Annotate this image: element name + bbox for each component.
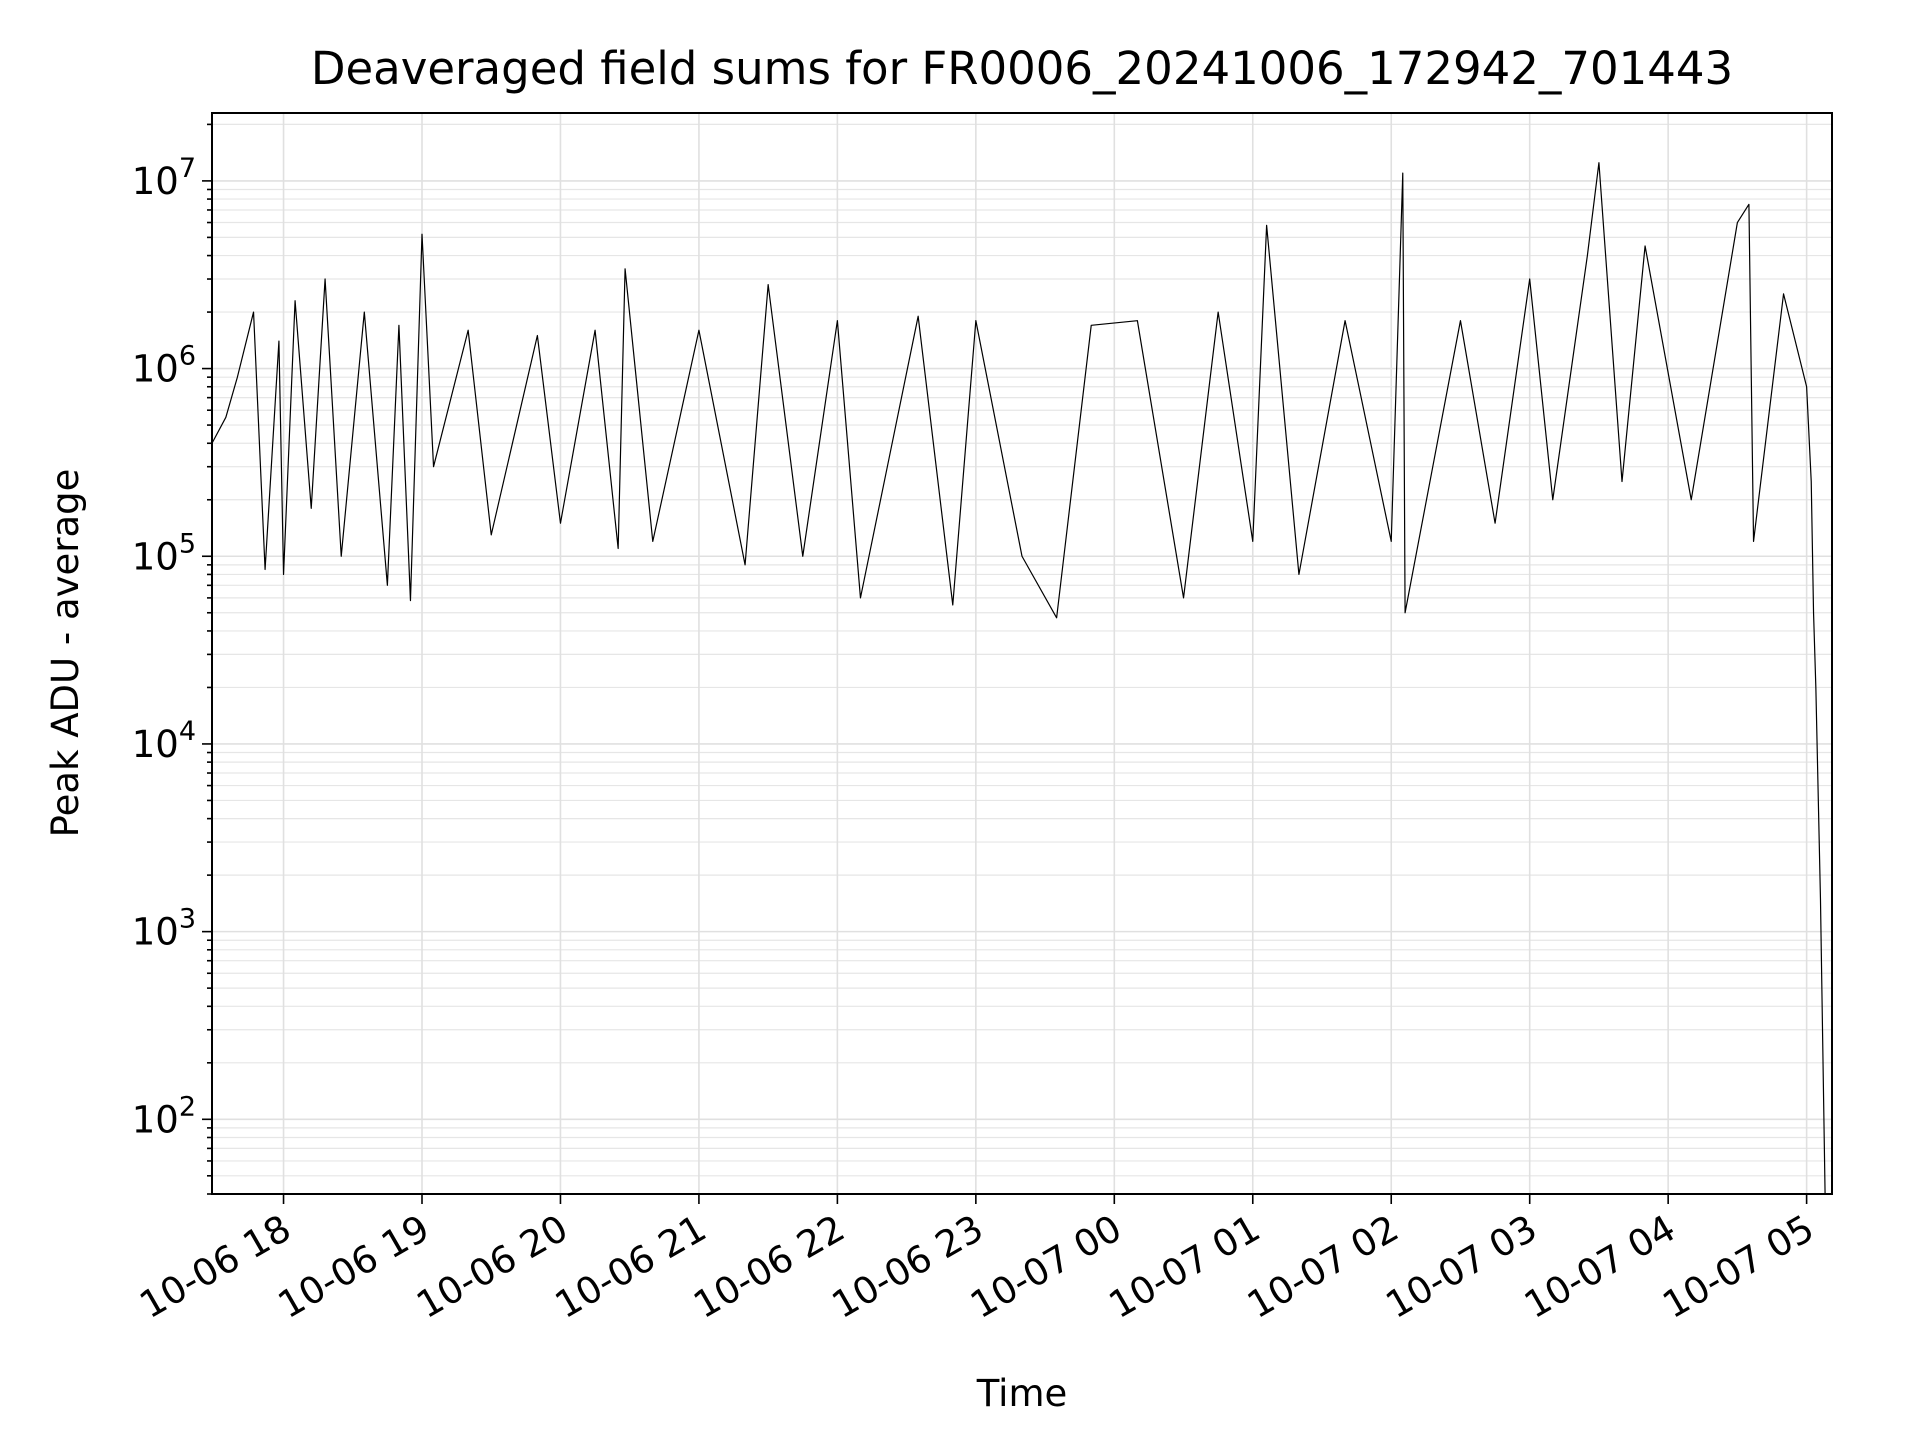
- y-tick-label: 104: [132, 716, 196, 766]
- chart-title: Deaveraged field sums for FR0006_2024100…: [311, 42, 1733, 95]
- y-axis-label: Peak ADU - average: [44, 469, 87, 838]
- data-series: [211, 162, 1826, 1195]
- y-tick-label: 106: [132, 341, 196, 391]
- y-tick-label: 107: [132, 153, 196, 203]
- y-tick-label: 103: [132, 904, 196, 954]
- plot-frame: [211, 112, 1833, 1195]
- y-tick-label: 105: [132, 528, 196, 578]
- y-tick-label: 102: [132, 1091, 196, 1141]
- x-axis-label: Time: [976, 1372, 1068, 1415]
- y-axis-ticks: 102 103 104 105 106 107: [132, 123, 212, 1195]
- series-line: [211, 162, 1826, 1195]
- grid: [212, 113, 1832, 1195]
